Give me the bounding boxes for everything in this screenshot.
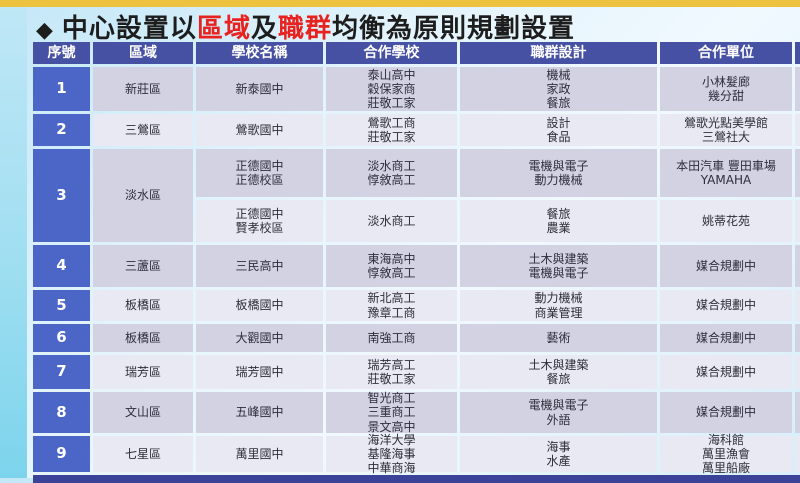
- clusters-cell: 電機與電子 動力機械: [460, 149, 657, 197]
- district-cell: 瑞芳區: [93, 355, 193, 389]
- left-side-strip: [0, 7, 27, 478]
- school-cell: 瑞芳國中: [196, 355, 323, 389]
- page-title: ◆ 中心設置以區域及職群均衡為原則規劃設置: [36, 8, 796, 44]
- partners-cell: 南強工商: [326, 324, 457, 352]
- units-cell: 本田汽車 豐田車場 YAMAHA: [660, 149, 792, 197]
- partners-cell: 淡水商工: [326, 200, 457, 242]
- cut-cell: [795, 200, 800, 242]
- school-cell: 正德國中 正德校區: [196, 149, 323, 197]
- district-cell: 文山區: [93, 392, 193, 433]
- district-cell: 三蘆區: [93, 245, 193, 287]
- clusters-cell: 機械 家政 餐旅: [460, 67, 657, 111]
- units-cell: 媒合規劃中: [660, 392, 792, 433]
- school-cell: 大觀國中: [196, 324, 323, 352]
- district-cell: 淡水區: [93, 149, 193, 242]
- table-subrow: 正德國中 賢孝校區 淡水商工 餐旅 農業 姚蒂花苑: [196, 200, 800, 242]
- header-school: 學校名稱: [196, 42, 323, 64]
- title-segment: 均衡為原則規劃設置: [331, 14, 575, 44]
- clusters-cell: 藝術: [460, 324, 657, 352]
- clusters-cell: 動力機械 商業管理: [460, 290, 657, 321]
- units-cell: 媒合規劃中: [660, 290, 792, 321]
- school-cell: 三民高中: [196, 245, 323, 287]
- header-units: 合作單位: [660, 42, 792, 64]
- diamond-bullet-icon: ◆: [36, 18, 54, 43]
- placement-table: 序號 區域 學校名稱 合作學校 職群設計 合作單位 1 新莊區 新泰國中 泰山高…: [33, 42, 800, 483]
- serial-cell: 7: [33, 355, 90, 389]
- table-row: 7 瑞芳區 瑞芳國中 瑞芳高工 莊敬工家 土木與建築 餐旅 媒合規劃中: [33, 355, 800, 389]
- district-cell: 三鶯區: [93, 114, 193, 146]
- units-cell: 姚蒂花苑: [660, 200, 792, 242]
- school-cell: 萬里國中: [196, 436, 323, 472]
- clusters-cell: 土木與建築 餐旅: [460, 355, 657, 389]
- cut-cell: [795, 67, 800, 111]
- partners-cell: 東海高中 惇敘高工: [326, 245, 457, 287]
- units-cell: 媒合規劃中: [660, 245, 792, 287]
- partners-cell: 鶯歌工商 莊敬工家: [326, 114, 457, 146]
- cut-cell: [795, 324, 800, 352]
- serial-cell: 9: [33, 436, 90, 472]
- table-row: 2 三鶯區 鶯歌國中 鶯歌工商 莊敬工家 設計 食品 鶯歌光點美學館 三鶯社大: [33, 114, 800, 146]
- serial-cell: 6: [33, 324, 90, 352]
- table-subrow: 正德國中 正德校區 淡水商工 惇敘高工 電機與電子 動力機械 本田汽車 豐田車場…: [196, 149, 800, 197]
- table-row: 8 文山區 五峰國中 智光商工 三重商工 景文高中 電機與電子 外語 媒合規劃中: [33, 391, 800, 434]
- clusters-cell: 設計 食品: [460, 114, 657, 146]
- school-cell: 新泰國中: [196, 67, 323, 111]
- district-cell: 板橋區: [93, 324, 193, 352]
- cut-cell: [795, 436, 800, 472]
- partners-cell: 淡水商工 惇敘高工: [326, 149, 457, 197]
- table-row: 6 板橋區 大觀國中 南強工商 藝術 媒合規劃中: [33, 324, 800, 352]
- table-header-row: 序號 區域 學校名稱 合作學校 職群設計 合作單位: [33, 42, 800, 64]
- next-row-peek: [33, 475, 800, 483]
- clusters-cell: 土木與建築 電機與電子: [460, 245, 657, 287]
- table-row: 4 三蘆區 三民高中 東海高中 惇敘高工 土木與建築 電機與電子 媒合規劃中: [33, 245, 800, 287]
- table-row: 5 板橋區 板橋國中 新北高工 豫章工商 動力機械 商業管理 媒合規劃中: [33, 290, 800, 321]
- clusters-cell: 電機與電子 外語: [460, 392, 657, 433]
- serial-cell: 5: [33, 290, 90, 321]
- title-segment: 及: [250, 14, 278, 44]
- cut-cell: [795, 290, 800, 321]
- partners-cell: 瑞芳高工 莊敬工家: [326, 355, 457, 389]
- serial-cell: 4: [33, 245, 90, 287]
- header-clusters: 職群設計: [460, 42, 657, 64]
- partners-cell: 新北高工 豫章工商: [326, 290, 457, 321]
- school-cell: 正德國中 賢孝校區: [196, 200, 323, 242]
- units-cell: 海科館 萬里漁會 萬里船廠: [660, 433, 792, 475]
- merged-subrows: 正德國中 正德校區 淡水商工 惇敘高工 電機與電子 動力機械 本田汽車 豐田車場…: [196, 149, 800, 242]
- district-cell: 七星區: [93, 436, 193, 472]
- top-accent-bar: [0, 0, 800, 7]
- cut-cell: [795, 114, 800, 146]
- header-cut-cell: [795, 42, 800, 64]
- units-cell: 小林髮廊 幾分甜: [660, 67, 792, 111]
- header-district: 區域: [93, 42, 193, 64]
- district-cell: 板橋區: [93, 290, 193, 321]
- partners-cell: 海洋大學 基隆海事 中華商海: [326, 433, 457, 475]
- title-segment-highlight: 區域: [196, 14, 251, 44]
- clusters-cell: 海事 水產: [460, 436, 657, 472]
- units-cell: 媒合規劃中: [660, 355, 792, 389]
- serial-cell: 3: [33, 149, 90, 242]
- partners-cell: 智光商工 三重商工 景文高中: [326, 391, 457, 434]
- table-row-merged: 3 淡水區 正德國中 正德校區 淡水商工 惇敘高工 電機與電子 動力機械 本田汽…: [33, 149, 800, 242]
- title-segment-highlight: 職群: [277, 14, 332, 44]
- clusters-cell: 餐旅 農業: [460, 200, 657, 242]
- serial-cell: 2: [33, 114, 90, 146]
- cut-cell: [795, 392, 800, 433]
- header-partners: 合作學校: [326, 42, 457, 64]
- units-cell: 媒合規劃中: [660, 324, 792, 352]
- school-cell: 板橋國中: [196, 290, 323, 321]
- district-cell: 新莊區: [93, 67, 193, 111]
- cut-cell: [795, 149, 800, 197]
- serial-cell: 8: [33, 392, 90, 433]
- school-cell: 鶯歌國中: [196, 114, 323, 146]
- table-row: 1 新莊區 新泰國中 泰山高中 穀保家商 莊敬工家 機械 家政 餐旅 小林髮廊 …: [33, 67, 800, 111]
- title-segment: 中心設置以: [61, 14, 197, 44]
- units-cell: 鶯歌光點美學館 三鶯社大: [660, 114, 792, 146]
- table-row: 9 七星區 萬里國中 海洋大學 基隆海事 中華商海 海事 水產 海科館 萬里漁會…: [33, 433, 800, 475]
- cut-cell: [795, 245, 800, 287]
- school-cell: 五峰國中: [196, 392, 323, 433]
- partners-cell: 泰山高中 穀保家商 莊敬工家: [326, 67, 457, 111]
- serial-cell: 1: [33, 67, 90, 111]
- cut-cell: [795, 355, 800, 389]
- header-serial: 序號: [33, 42, 90, 64]
